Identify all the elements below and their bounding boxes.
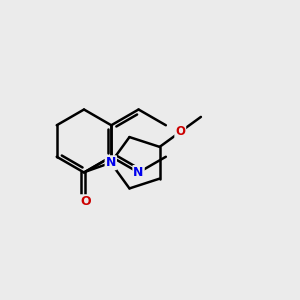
Text: N: N <box>134 166 144 179</box>
Text: O: O <box>175 125 185 138</box>
Text: N: N <box>106 156 116 169</box>
Text: O: O <box>80 195 91 208</box>
